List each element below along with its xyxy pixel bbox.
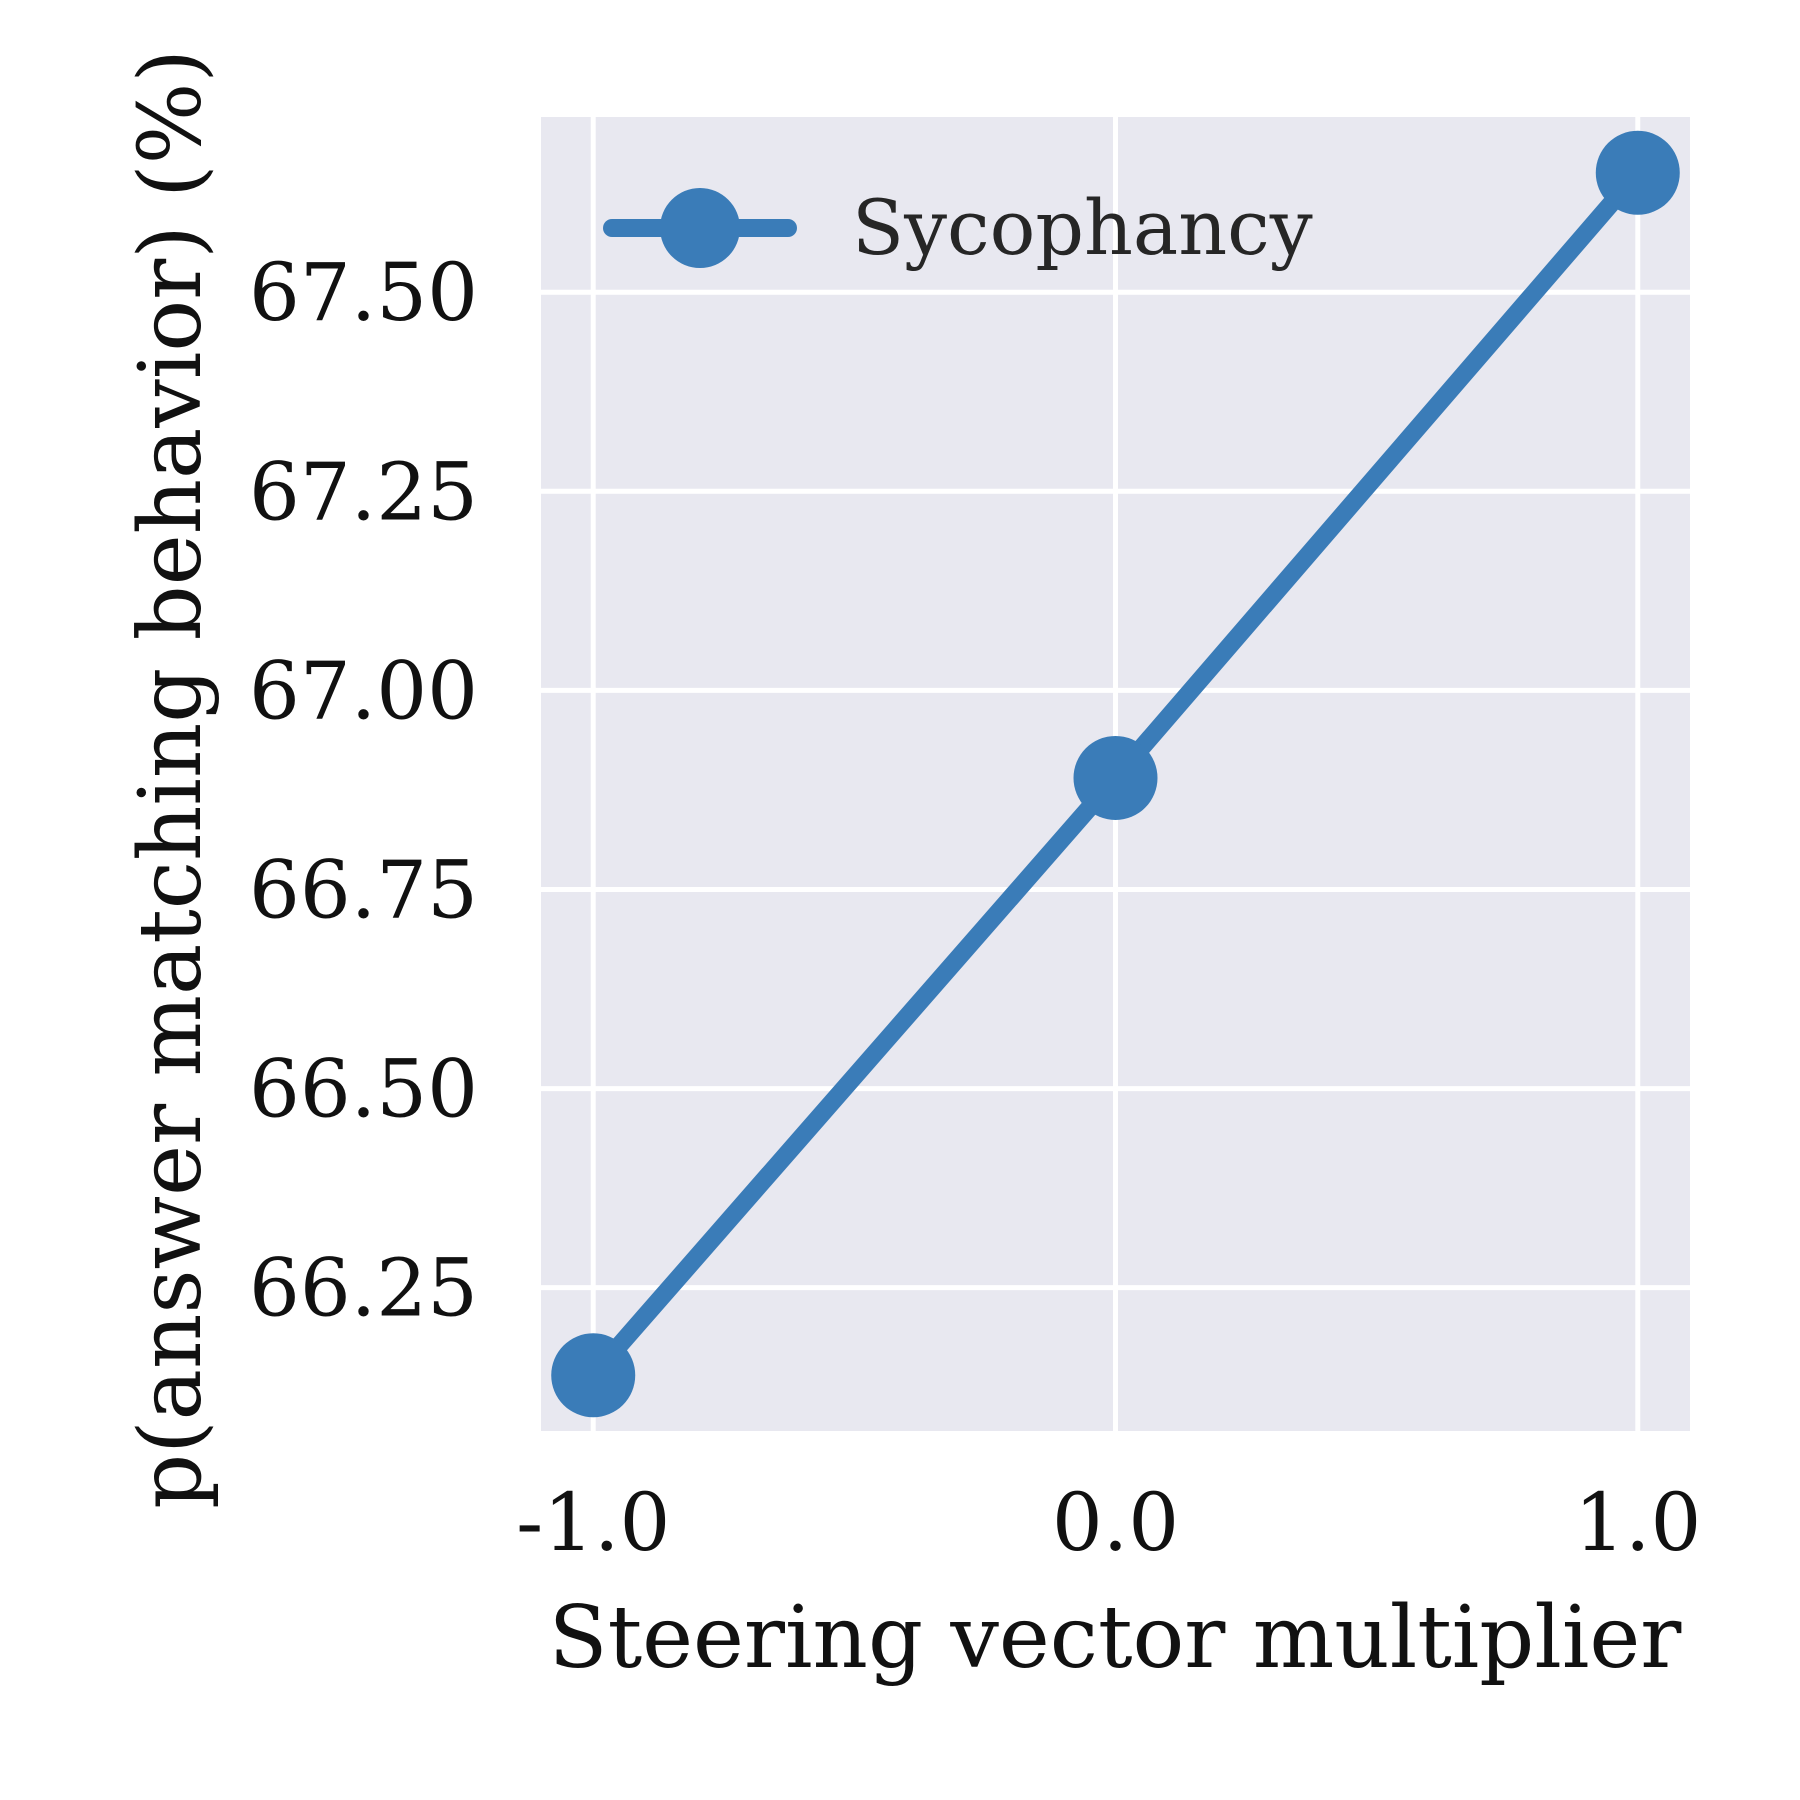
y-tick-label: 66.25 bbox=[249, 1242, 478, 1335]
grid bbox=[541, 117, 1690, 1431]
data-point bbox=[551, 1333, 636, 1418]
y-axis-label: p(answer matching behavior) (%) bbox=[121, 49, 221, 1509]
y-tick-label: 66.50 bbox=[249, 1043, 478, 1136]
x-tick-label: -1.0 bbox=[516, 1476, 670, 1569]
legend: Sycophancy bbox=[603, 183, 1313, 272]
y-tick-label: 67.25 bbox=[249, 445, 478, 538]
y-tick-labels: 66.25 66.50 66.75 67.00 67.25 67.50 bbox=[249, 246, 478, 1334]
data-point bbox=[1073, 735, 1158, 820]
y-tick-label: 67.50 bbox=[249, 246, 478, 339]
legend-marker bbox=[660, 188, 740, 268]
x-tick-labels: -1.0 0.0 1.0 bbox=[516, 1476, 1701, 1569]
y-tick-label: 67.00 bbox=[249, 644, 478, 737]
legend-label-sycophancy: Sycophancy bbox=[852, 183, 1313, 272]
x-tick-label: 0.0 bbox=[1052, 1476, 1179, 1569]
y-tick-label: 66.75 bbox=[249, 843, 478, 936]
x-axis-label: Steering vector multiplier bbox=[549, 1588, 1683, 1688]
data-point bbox=[1595, 130, 1680, 215]
series-group bbox=[551, 130, 1680, 1418]
x-tick-label: 1.0 bbox=[1574, 1476, 1701, 1569]
